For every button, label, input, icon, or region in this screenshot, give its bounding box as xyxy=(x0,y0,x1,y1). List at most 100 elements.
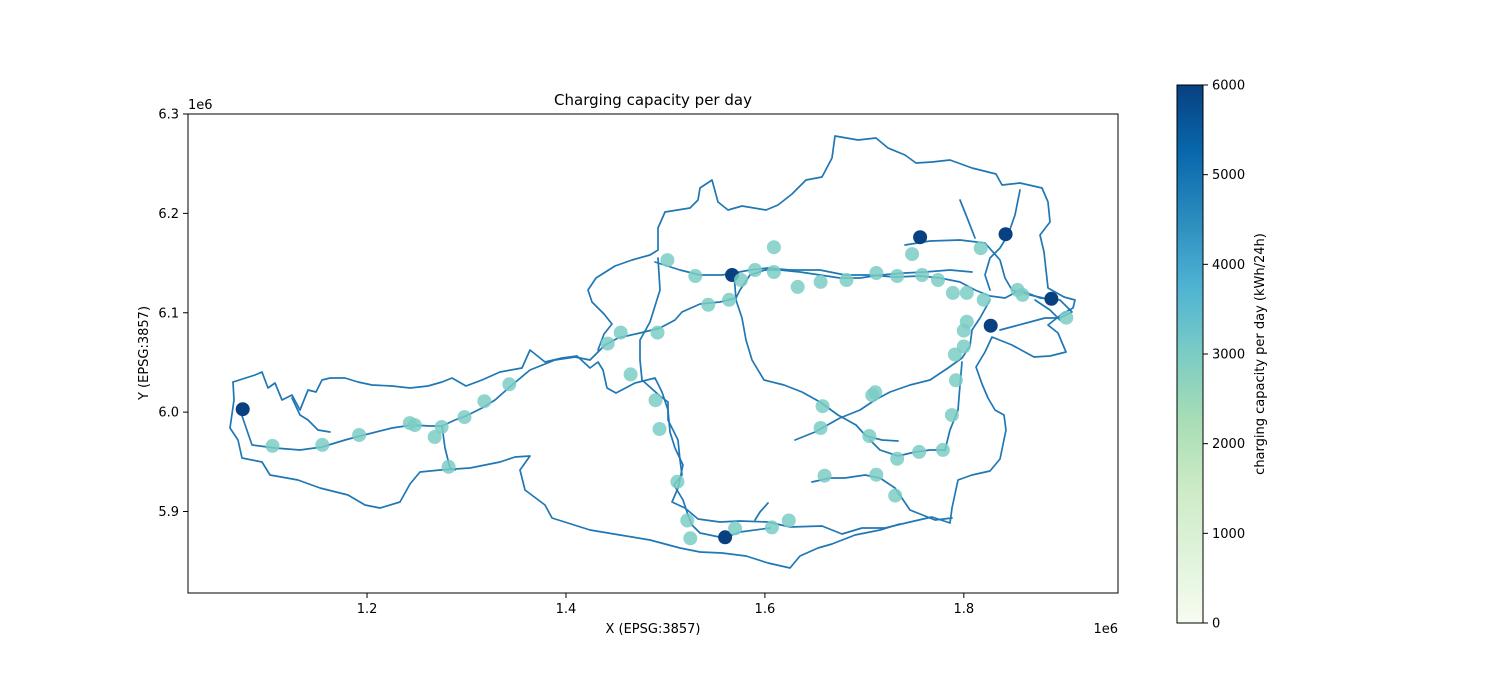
colorbar-tick-label: 5000 xyxy=(1212,168,1245,183)
station-point-18 xyxy=(652,422,667,436)
station-point-61 xyxy=(959,314,974,329)
station-point-36 xyxy=(813,421,828,435)
road-south-graz xyxy=(794,299,991,441)
x-axis-ticks: 1.2 1.4 1.6 1.8 xyxy=(357,593,974,617)
station-point-4 xyxy=(352,428,367,442)
x-tick-label: 1.6 xyxy=(755,602,776,617)
road-pyhrn xyxy=(733,272,899,442)
station-point-68 xyxy=(1015,287,1030,302)
road-main-west xyxy=(239,269,973,451)
road-south-east xyxy=(869,439,946,457)
station-point-19 xyxy=(660,253,675,268)
colorbar-ticks: 0 1000 2000 3000 4000 5000 6000 xyxy=(1203,79,1245,632)
station-point-29 xyxy=(734,273,748,287)
station-point-14 xyxy=(613,325,628,340)
road-outer-loop xyxy=(232,135,1076,535)
road-south-west xyxy=(229,381,901,569)
station-point-40 xyxy=(839,273,854,287)
station-point-64 xyxy=(976,292,991,307)
station-point-55 xyxy=(944,408,959,423)
y-tick-label: 5.9 xyxy=(158,505,179,520)
road-south-route xyxy=(811,474,953,521)
colorbar-tick-label: 1000 xyxy=(1212,527,1245,542)
station-point-41 xyxy=(862,429,877,443)
station-point-24 xyxy=(701,297,716,312)
road-north-stub xyxy=(959,199,976,239)
x-offset-label: 1e6 xyxy=(1093,622,1118,637)
station-point-44 xyxy=(869,467,884,482)
colorbar-tick-label: 0 xyxy=(1212,617,1220,632)
colorbar-tick-label: 4000 xyxy=(1212,258,1245,273)
road-carinthia-stub xyxy=(754,502,769,521)
station-point-53 xyxy=(931,273,945,287)
station-point-21 xyxy=(680,513,695,528)
station-point-58 xyxy=(948,373,963,388)
x-tick-label: 1.2 xyxy=(357,602,378,617)
station-point-6 xyxy=(407,418,422,433)
station-point-43 xyxy=(868,385,883,400)
axes-frame xyxy=(187,113,1119,594)
station-point-9 xyxy=(441,459,456,474)
road-arlberg xyxy=(291,397,331,433)
y-tick-label: 6.1 xyxy=(158,306,179,321)
station-point-11 xyxy=(477,394,492,409)
station-point-65 xyxy=(983,318,998,333)
station-point-22 xyxy=(683,531,698,546)
x-axis-label: X (EPSG:3857) xyxy=(605,622,700,637)
x-tick-label: 1.4 xyxy=(556,602,577,617)
y-tick-label: 6.3 xyxy=(158,108,179,123)
station-point-70 xyxy=(1059,310,1074,325)
station-point-25 xyxy=(718,530,733,545)
station-point-34 xyxy=(781,513,796,528)
station-point-69 xyxy=(1044,291,1059,306)
station-point-30 xyxy=(748,263,762,277)
colorbar-tick-label: 3000 xyxy=(1212,348,1245,363)
station-point-1 xyxy=(235,402,250,417)
station-point-23 xyxy=(688,269,703,283)
x-tick-label: 1.8 xyxy=(953,602,974,617)
station-point-59 xyxy=(956,339,971,354)
station-point-47 xyxy=(890,451,905,466)
colorbar-label: charging capacity per day (kWh/24h) xyxy=(1253,233,1268,475)
colorbar-tick-label: 6000 xyxy=(1212,79,1245,94)
y-offset-label: 1e6 xyxy=(188,98,213,113)
station-point-7 xyxy=(427,430,442,444)
station-point-2 xyxy=(265,438,280,453)
road-main-north xyxy=(654,261,1073,331)
chart-title: Charging capacity per day xyxy=(554,91,752,109)
colorbar-gradient xyxy=(1176,84,1204,624)
colorbar: 0 1000 2000 3000 4000 5000 6000 charging capac… xyxy=(1176,79,1268,632)
station-point-8 xyxy=(434,420,449,434)
station-point-28 xyxy=(728,521,743,536)
station-point-35 xyxy=(790,279,805,294)
charging-stations xyxy=(235,227,1074,546)
road-east-stub xyxy=(1034,299,1061,321)
station-point-49 xyxy=(905,247,920,262)
station-point-13 xyxy=(600,336,615,351)
station-point-31 xyxy=(764,520,779,535)
station-point-48 xyxy=(890,269,905,283)
station-point-57 xyxy=(947,347,962,362)
y-tick-label: 6.0 xyxy=(158,406,179,421)
station-point-20 xyxy=(670,474,685,489)
y-axis-label: Y (EPSG:3857) xyxy=(137,306,152,401)
station-point-37 xyxy=(813,274,828,289)
station-point-16 xyxy=(648,393,663,408)
station-point-52 xyxy=(915,268,930,282)
station-point-10 xyxy=(457,410,472,425)
station-point-32 xyxy=(766,265,781,279)
colorbar-tick-label: 2000 xyxy=(1212,437,1245,452)
road-ne-diagonal xyxy=(984,189,1021,291)
station-point-62 xyxy=(959,285,974,300)
station-point-46 xyxy=(888,488,903,503)
station-point-39 xyxy=(817,468,832,483)
station-point-15 xyxy=(623,367,638,382)
station-point-56 xyxy=(945,285,960,300)
y-axis-ticks: 5.9 6.0 6.1 6.2 6.3 xyxy=(158,108,188,520)
station-point-54 xyxy=(935,442,950,457)
road-tauern xyxy=(639,257,771,539)
station-point-3 xyxy=(315,437,330,452)
station-point-50 xyxy=(912,444,927,459)
station-point-12 xyxy=(502,377,517,392)
station-point-38 xyxy=(815,399,830,414)
